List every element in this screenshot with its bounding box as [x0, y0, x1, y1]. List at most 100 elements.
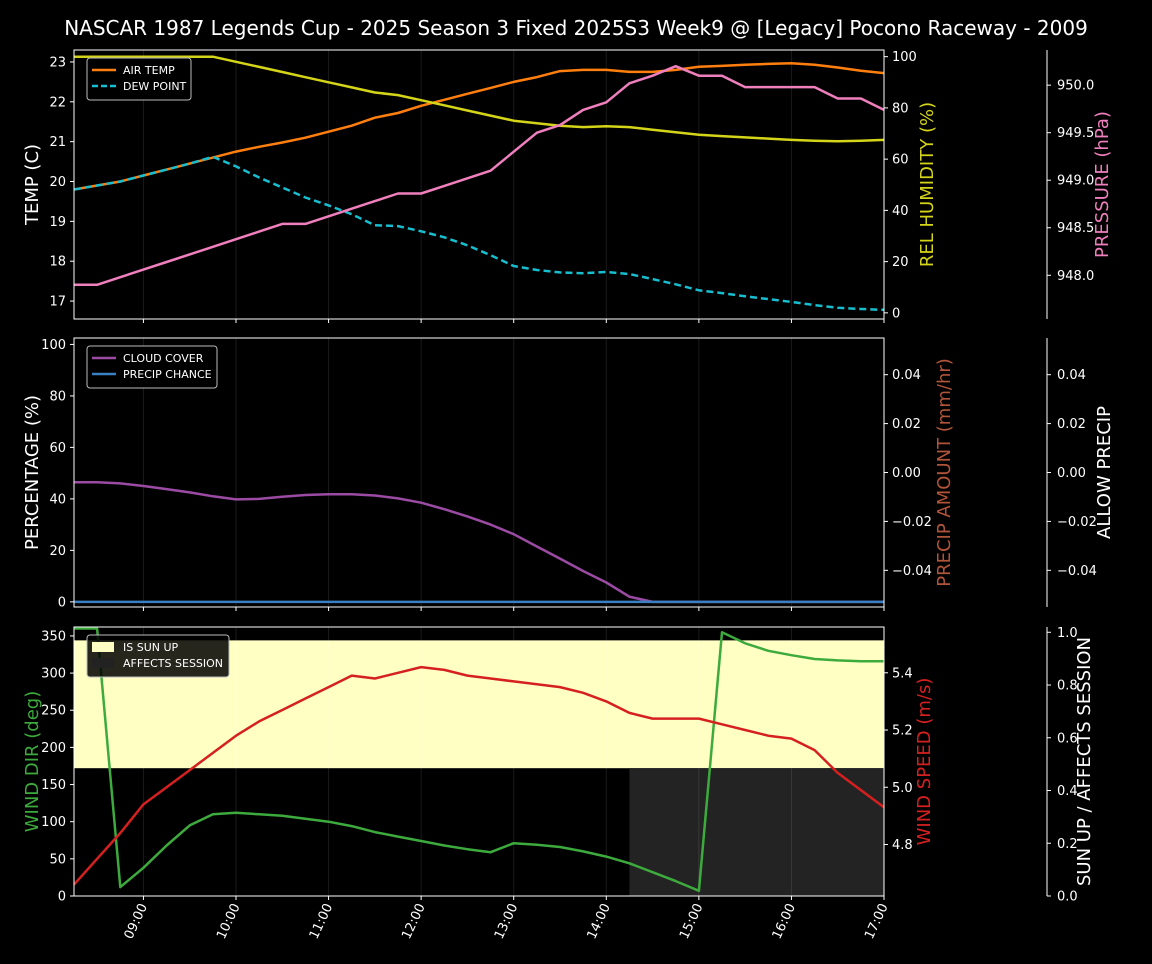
- legend-label: CLOUD COVER: [123, 352, 204, 365]
- legend-box: [86, 57, 192, 101]
- plot-frame: [73, 626, 885, 897]
- left-tick-label: 17: [49, 295, 66, 310]
- panel-1: 17 18 19 20 21 22 23 TEMP (C) 0 20 40 60 80 100 REL HU…: [22, 49, 1113, 323]
- left-tick-label: 200: [41, 741, 66, 756]
- right1-axis-label: WIND SPEED (m/s): [914, 678, 935, 846]
- legend: AIR TEMP DEW POINT: [86, 57, 192, 101]
- right2-tick-label: 0.0: [1057, 890, 1078, 905]
- right1-tick-label: 0.04: [892, 368, 921, 383]
- plot-frame: [73, 49, 885, 320]
- left-axis-label: PERCENTAGE (%): [22, 395, 43, 550]
- left-tick-label: 350: [41, 629, 66, 644]
- left-tick-label: 150: [41, 778, 66, 793]
- right1-tick-label: 0.02: [892, 417, 921, 432]
- right2-tick-label: 949.0: [1057, 174, 1094, 189]
- left-tick-label: 0: [58, 595, 66, 610]
- legend: IS SUN UP AFFECTS SESSION: [86, 634, 230, 678]
- panel-2: 0 20 40 60 80 100 PERCENTAGE (%) 0.04 0.02 0.00 −0…: [22, 337, 1115, 611]
- left-tick-label: 19: [49, 215, 66, 230]
- left-tick-label: 100: [41, 815, 66, 830]
- legend-label: AIR TEMP: [123, 64, 175, 77]
- x-tick-label: 09:00: [122, 901, 151, 941]
- left-tick-label: 18: [49, 255, 66, 270]
- x-tick-label: 17:00: [862, 901, 891, 941]
- legend-label: DEW POINT: [123, 80, 187, 93]
- x-tick-label: 11:00: [307, 901, 336, 941]
- right2-tick-label: 948.5: [1057, 221, 1094, 236]
- x-tick-label: 10:00: [214, 901, 243, 941]
- right2-tick-label: 0.00: [1057, 466, 1086, 481]
- series-line-dew-point: [73, 155, 885, 312]
- right1-tick-label: 80: [892, 101, 909, 116]
- left-tick-label: 20: [49, 175, 66, 190]
- right2-tick-label: 0.6: [1057, 731, 1078, 746]
- right1-tick-label: 60: [892, 153, 909, 168]
- right1-tick-label: 5.4: [892, 666, 913, 681]
- series-line-rel-humidity: [74, 55, 885, 143]
- right1-tick-label: 40: [892, 204, 909, 219]
- legend-box: [86, 634, 230, 678]
- right2-tick-label: 1.0: [1057, 626, 1078, 641]
- right2-axis-label: SUN UP / AFFECTS SESSION: [1074, 637, 1095, 886]
- legend-label: AFFECTS SESSION: [123, 657, 223, 670]
- series-line-pressure: [74, 64, 885, 287]
- right2-tick-label: −0.04: [1057, 564, 1097, 579]
- right2-tick-label: −0.02: [1057, 515, 1097, 530]
- left-axis-label: TEMP (C): [22, 144, 43, 226]
- legend-label: IS SUN UP: [123, 641, 179, 654]
- right2-tick-label: 0.04: [1057, 368, 1086, 383]
- x-tick-label: 14:00: [584, 901, 613, 941]
- right2-axis-label: PRESSURE (hPa): [1092, 111, 1113, 258]
- right1-axis-label: PRECIP AMOUNT (mm/hr): [934, 358, 955, 587]
- legend-label: PRECIP CHANCE: [123, 368, 212, 381]
- right1-tick-label: 0: [892, 306, 900, 321]
- right2-tick-label: 0.02: [1057, 417, 1086, 432]
- series-line-wind-dir: [74, 627, 884, 893]
- legend: CLOUD COVER PRECIP CHANCE: [86, 345, 218, 389]
- left-tick-label: 80: [49, 389, 66, 404]
- right1-tick-label: −0.02: [892, 515, 932, 530]
- plot-area: [74, 50, 884, 319]
- left-tick-label: 100: [41, 338, 66, 353]
- legend-swatch: [92, 642, 114, 652]
- right1-tick-label: −0.04: [892, 564, 932, 579]
- left-axis-label: WIND DIR (deg): [22, 691, 43, 833]
- right1-tick-label: 4.8: [892, 838, 913, 853]
- left-tick-label: 300: [41, 667, 66, 682]
- x-tick-label: 16:00: [770, 901, 799, 941]
- right1-tick-label: 5.2: [892, 724, 913, 739]
- x-tick-label: 12:00: [399, 901, 428, 941]
- legend-box: [86, 345, 218, 389]
- right1-tick-label: 5.0: [892, 781, 913, 796]
- right2-tick-label: 948.0: [1057, 269, 1094, 284]
- left-tick-label: 23: [49, 55, 66, 70]
- right1-tick-label: 0.00: [892, 466, 921, 481]
- right2-tick-label: 949.5: [1057, 126, 1094, 141]
- right1-tick-label: 20: [892, 255, 909, 270]
- left-tick-label: 20: [49, 544, 66, 559]
- left-tick-label: 40: [49, 492, 66, 507]
- x-tick-label: 13:00: [492, 901, 521, 941]
- left-tick-label: 50: [49, 852, 66, 867]
- affects-session-region: [629, 768, 884, 896]
- right1-tick-label: 100: [892, 50, 917, 65]
- right1-axis-label: REL HUMIDITY (%): [917, 102, 938, 267]
- series-line-wind-speed: [73, 665, 885, 886]
- right2-tick-label: 0.2: [1057, 837, 1078, 852]
- chart-title: NASCAR 1987 Legends Cup - 2025 Season 3 …: [64, 16, 1088, 40]
- left-tick-label: 250: [41, 704, 66, 719]
- legend-swatch: [92, 658, 114, 668]
- right2-tick-label: 0.4: [1057, 784, 1078, 799]
- right2-tick-label: 0.8: [1057, 679, 1078, 694]
- right2-axis-label: ALLOW PRECIP: [1094, 406, 1115, 539]
- left-tick-label: 21: [49, 135, 66, 150]
- x-tick-label: 15:00: [677, 901, 706, 941]
- left-tick-label: 0: [58, 890, 66, 905]
- left-tick-label: 60: [49, 441, 66, 456]
- left-tick-label: 22: [49, 95, 66, 110]
- plot-frame: [73, 337, 885, 608]
- right2-tick-label: 950.0: [1057, 79, 1094, 94]
- panel-3: 0 50 100 150 200 250 300 350 WIND DIR (deg) 4.8 5.…: [22, 626, 1095, 905]
